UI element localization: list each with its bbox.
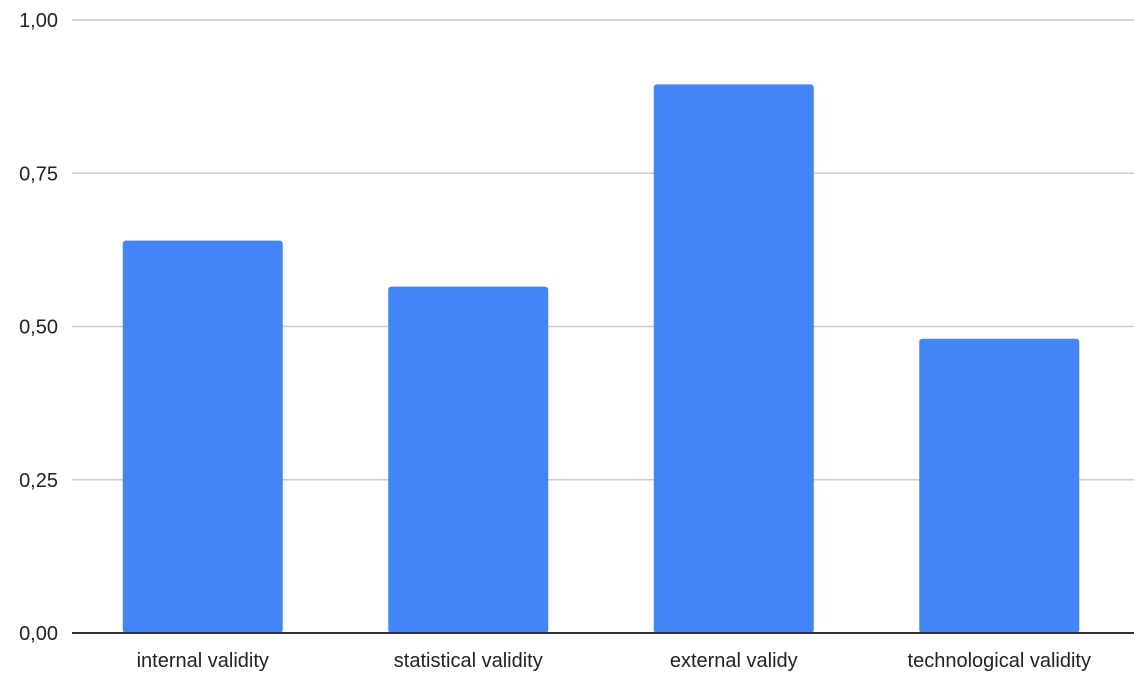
x-category-label: statistical validity — [394, 650, 543, 672]
bars — [122, 84, 1080, 634]
y-tick-label: 0,75 — [19, 163, 58, 185]
x-axis-category-labels: internal validity statistical validity ext… — [137, 650, 1091, 672]
y-tick-label: 0,50 — [19, 317, 58, 339]
bar-external-validy — [653, 84, 814, 634]
bar-internal-validity — [122, 240, 283, 633]
y-axis-tick-labels: 0,00 0,25 0,50 0,75 1,00 — [19, 10, 58, 645]
x-category-label: technological validity — [908, 650, 1091, 672]
x-category-label: internal validity — [137, 650, 269, 672]
bar-technological-validity — [919, 338, 1080, 633]
bar-statistical-validity — [388, 286, 549, 633]
x-category-label: external validy — [670, 650, 798, 672]
y-tick-label: 0,00 — [19, 623, 58, 645]
y-tick-label: 1,00 — [19, 10, 58, 32]
y-tick-label: 0,25 — [19, 470, 58, 492]
